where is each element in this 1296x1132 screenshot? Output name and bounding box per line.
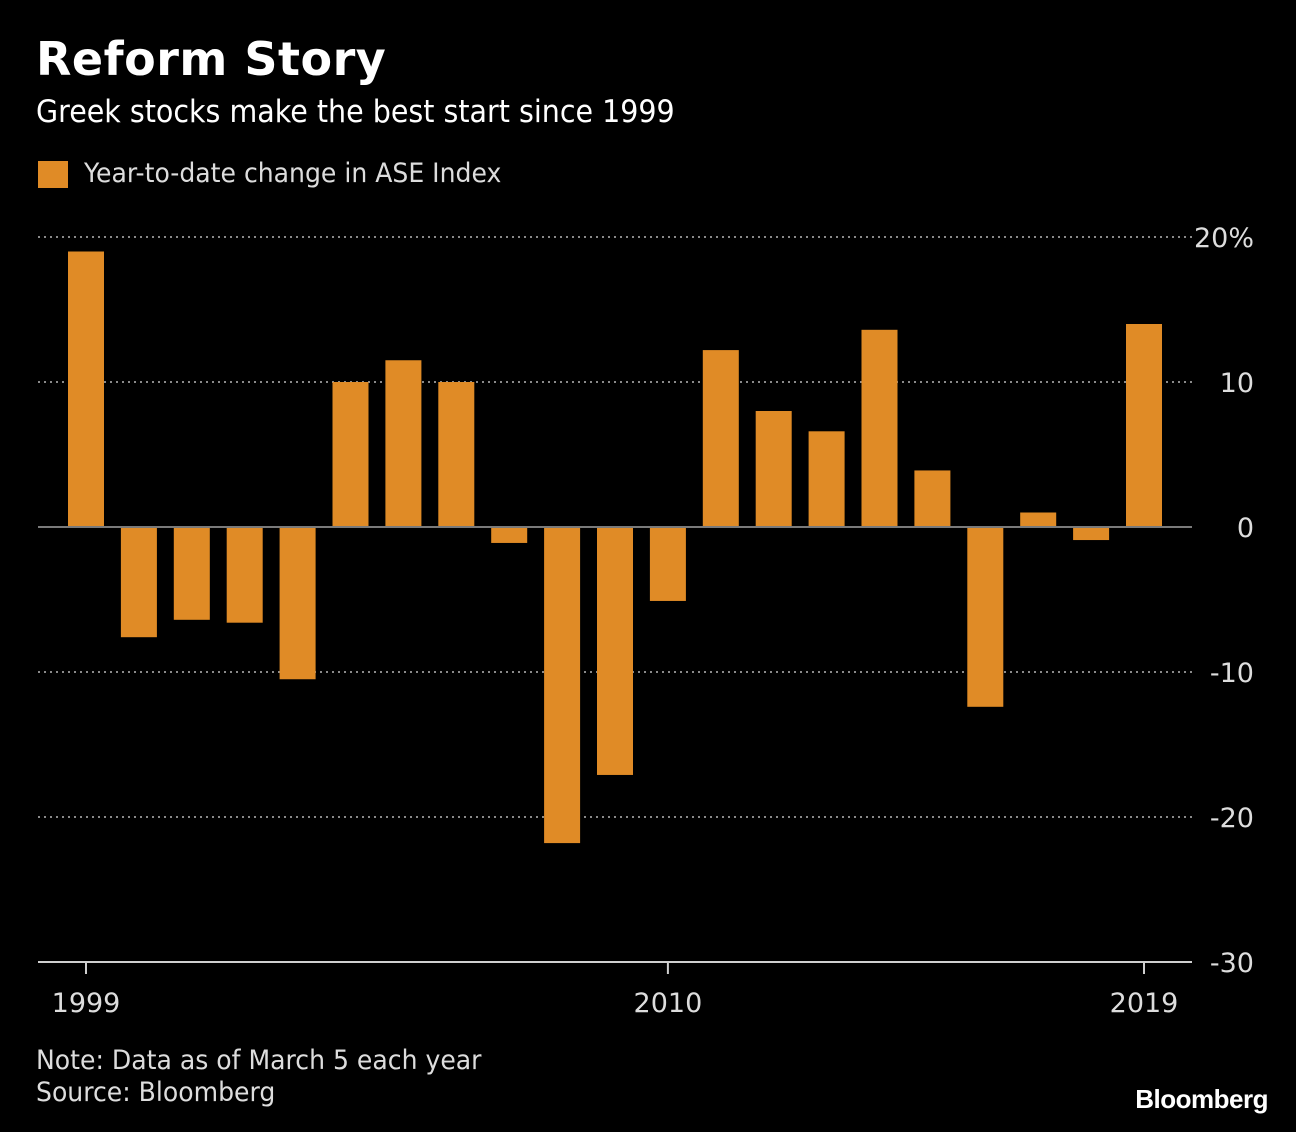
- bar: [755, 411, 792, 527]
- x-tick-label: 2010: [634, 988, 703, 1019]
- tick-labels: 20% 10 0 -10 -20 -30 1999 2010 2019: [52, 223, 1254, 1019]
- bar: [279, 527, 316, 680]
- x-tick-label: 1999: [52, 988, 121, 1019]
- bars: [68, 251, 1162, 844]
- note-text: Note: Data as of March 5 each year: [36, 1045, 482, 1076]
- bar: [438, 382, 475, 527]
- chart-subtitle: Greek stocks make the best start since 1…: [36, 94, 675, 130]
- bloomberg-logo: Bloomberg: [1135, 1084, 1268, 1114]
- bar: [702, 350, 739, 527]
- bar: [120, 527, 157, 638]
- bar: [597, 527, 633, 775]
- bar: [491, 527, 528, 543]
- bar: [332, 382, 369, 527]
- axes: [38, 526, 1192, 974]
- x-tick-label: 2019: [1110, 988, 1179, 1019]
- bar: [861, 329, 898, 527]
- y-tick-label: 0: [1237, 513, 1254, 544]
- bar: [544, 527, 581, 844]
- legend-swatch: [38, 161, 68, 188]
- y-tick-label: -10: [1210, 658, 1254, 689]
- bar: [1126, 324, 1162, 527]
- y-tick-label: 10: [1220, 368, 1254, 399]
- bar: [68, 251, 104, 527]
- bar: [1020, 512, 1057, 527]
- bar: [914, 470, 951, 527]
- bar: [173, 527, 210, 620]
- bar: [649, 527, 686, 601]
- legend-label: Year-to-date change in ASE Index: [84, 158, 502, 189]
- bar: [808, 431, 845, 527]
- bar: [1073, 527, 1110, 541]
- source-text: Source: Bloomberg: [36, 1077, 276, 1108]
- y-tick-label: -20: [1210, 803, 1254, 834]
- y-tick-label: 20%: [1194, 223, 1254, 254]
- chart-title: Reform Story: [36, 32, 387, 86]
- bar: [226, 527, 263, 623]
- bar: [967, 527, 1004, 707]
- bar: [385, 360, 422, 527]
- y-tick-label: -30: [1210, 948, 1254, 979]
